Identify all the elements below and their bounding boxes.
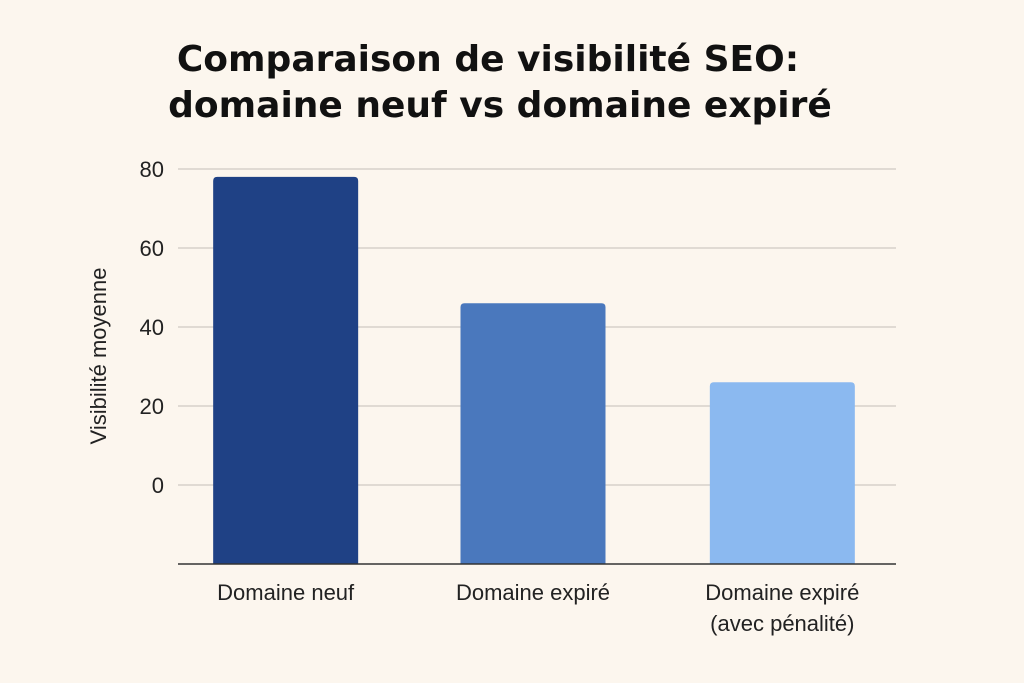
bar bbox=[460, 303, 606, 564]
bars bbox=[213, 176, 855, 564]
y-tick-label: 80 bbox=[140, 157, 164, 182]
y-tick-label: 60 bbox=[140, 236, 164, 261]
chart-title-line-2: domaine neuf vs domaine expiré bbox=[168, 85, 832, 126]
bar bbox=[709, 382, 855, 564]
x-category-label: (avec pénalité) bbox=[710, 611, 854, 636]
x-category-label: Domaine expiré bbox=[456, 580, 610, 605]
x-category-labels: Domaine neuf Domaine expiré Domaine expiré… bbox=[217, 580, 859, 636]
x-category-label: Domaine neuf bbox=[217, 580, 355, 605]
y-axis-title: Visibilité moyenne bbox=[86, 268, 111, 445]
chart-title-line-1: Comparaison de visibilité SEO: bbox=[176, 39, 800, 80]
bar bbox=[213, 176, 359, 564]
y-tick-label: 40 bbox=[140, 315, 164, 340]
y-tick-label: 20 bbox=[140, 394, 164, 419]
y-tick-label: 0 bbox=[152, 473, 164, 498]
y-tick-labels: 80 60 40 20 0 bbox=[140, 157, 164, 498]
x-category-label: Domaine expiré bbox=[705, 580, 859, 605]
